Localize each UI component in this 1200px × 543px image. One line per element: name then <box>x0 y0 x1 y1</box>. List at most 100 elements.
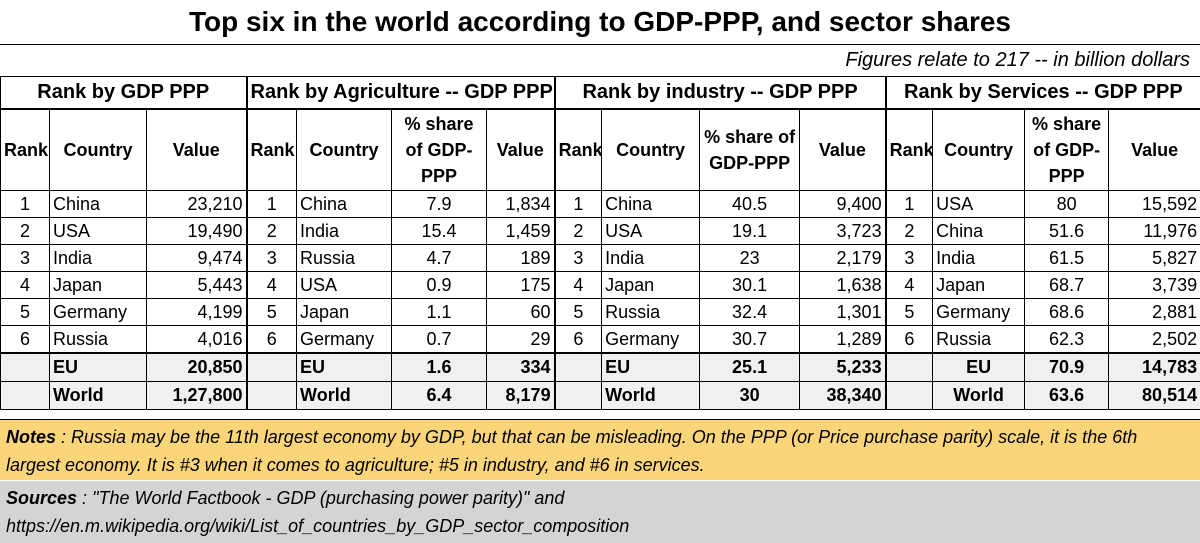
total-row: World 1,27,800 World 6.4 8,179 World 30 38,340 W… <box>0 381 1200 410</box>
gdp-country-cell: Russia <box>49 325 147 354</box>
section-industry: Rank by industry -- GDP PPP <box>553 76 887 110</box>
serv-rank-cell: 1 <box>884 190 934 218</box>
ind-rank-cell <box>553 381 603 410</box>
ind-rank-cell: 6 <box>553 325 603 354</box>
agri-rank-cell: 2 <box>245 217 298 245</box>
header-rank: Rank <box>884 108 934 191</box>
serv-rank-cell: 6 <box>884 325 934 354</box>
serv-share-cell: 61.5 <box>1024 244 1110 272</box>
sources-text: "The World Factbook - GDP (purchasing po… <box>92 488 565 508</box>
gdp-value-cell: 20,850 <box>145 352 248 382</box>
serv-value-cell: 11,976 <box>1108 217 1200 245</box>
ind-rank-cell: 1 <box>553 190 603 218</box>
serv-value-cell: 2,881 <box>1108 298 1200 326</box>
agri-rank-cell: 5 <box>245 298 298 326</box>
serv-share-cell: 70.9 <box>1024 352 1110 382</box>
column-header-row: Rank Country Value Rank Country % share … <box>0 108 1200 191</box>
ind-country-cell: China <box>601 190 701 218</box>
ind-country-cell: Japan <box>601 271 701 299</box>
header-rank: Rank <box>0 108 50 191</box>
section-header-row: Rank by GDP PPP Rank by Agriculture -- G… <box>0 76 1200 110</box>
table-row: 1 China 23,210 1 China 7.9 1,834 1 China 40.5 9,40… <box>0 190 1200 218</box>
table-row: 4 Japan 5,443 4 USA 0.9 175 4 Japan 30.1 1,638 4 Jap… <box>0 271 1200 299</box>
agri-share-cell: 0.7 <box>391 325 488 354</box>
ind-rank-cell: 5 <box>553 298 603 326</box>
ind-country-cell: World <box>601 381 701 410</box>
serv-country-cell: Russia <box>932 325 1026 354</box>
agri-rank-cell: 1 <box>245 190 298 218</box>
agri-country-cell: USA <box>296 271 393 299</box>
ind-country-cell: Russia <box>601 298 701 326</box>
serv-value-cell: 5,827 <box>1108 244 1200 272</box>
sources-url[interactable]: https://en.m.wikipedia.org/wiki/List_of_… <box>6 516 630 536</box>
sources-colon: : <box>77 488 93 508</box>
ind-value-cell: 9,400 <box>799 190 887 218</box>
serv-share-cell: 51.6 <box>1024 217 1110 245</box>
header-country: Country <box>601 108 701 191</box>
ind-share-cell: 30 <box>699 381 801 410</box>
serv-country-cell: USA <box>932 190 1026 218</box>
ind-share-cell: 32.4 <box>699 298 801 326</box>
ind-rank-cell <box>553 352 603 382</box>
agri-share-cell: 0.9 <box>391 271 488 299</box>
agri-share-cell: 6.4 <box>391 381 488 410</box>
ind-share-cell: 30.7 <box>699 325 801 354</box>
agri-country-cell: Russia <box>296 244 393 272</box>
sources-box: Sources : "The World Factbook - GDP (pur… <box>0 481 1200 543</box>
table-row: 2 USA 19,490 2 India 15.4 1,459 2 USA 19.1 3,723 2 C… <box>0 217 1200 245</box>
gdp-rank-cell: 5 <box>0 298 50 326</box>
serv-value-cell: 2,502 <box>1108 325 1200 354</box>
agri-share-cell: 1.6 <box>391 352 488 382</box>
table-row: 3 India 9,474 3 Russia 4.7 189 3 India 23 2,179 3 In… <box>0 244 1200 272</box>
gdp-table: Rank by GDP PPP Rank by Agriculture -- G… <box>0 76 1200 410</box>
gdp-country-cell: China <box>49 190 147 218</box>
header-value: Value <box>486 108 556 191</box>
header-share: % share of GDP-PPP <box>391 108 488 191</box>
header-value: Value <box>145 108 248 191</box>
notes-label: Notes <box>6 427 57 447</box>
gdp-value-cell: 5,443 <box>145 271 248 299</box>
serv-rank-cell: 2 <box>884 217 934 245</box>
table-row: 5 Germany 4,199 5 Japan 1.1 60 5 Russia 32.4 1,301… <box>0 298 1200 326</box>
agri-share-cell: 15.4 <box>391 217 488 245</box>
agri-rank-cell <box>245 381 298 410</box>
total-row: EU 20,850 EU 1.6 334 EU 25.1 5,233 EU 70.9 14,783 <box>0 352 1200 382</box>
agri-value-cell: 189 <box>486 244 556 272</box>
gdp-country-cell: World <box>49 381 147 410</box>
serv-rank-cell: 5 <box>884 298 934 326</box>
gdp-rank-cell <box>0 381 50 410</box>
serv-value-cell: 3,739 <box>1108 271 1200 299</box>
ind-value-cell: 1,301 <box>799 298 887 326</box>
ind-country-cell: EU <box>601 352 701 382</box>
gdp-value-cell: 4,199 <box>145 298 248 326</box>
ind-share-cell: 40.5 <box>699 190 801 218</box>
gdp-rank-cell: 2 <box>0 217 50 245</box>
table-subtitle: Figures relate to 217 -- in billion doll… <box>845 49 1190 71</box>
table-row: 6 Russia 4,016 6 Germany 0.7 29 6 Germany 30.7 1,2… <box>0 325 1200 354</box>
ind-country-cell: USA <box>601 217 701 245</box>
agri-country-cell: Germany <box>296 325 393 354</box>
serv-country-cell: India <box>932 244 1026 272</box>
gdp-rank-cell: 6 <box>0 325 50 354</box>
ind-value-cell: 3,723 <box>799 217 887 245</box>
agri-country-cell: China <box>296 190 393 218</box>
serv-share-cell: 80 <box>1024 190 1110 218</box>
serv-value-cell: 80,514 <box>1108 381 1200 410</box>
agri-value-cell: 1,459 <box>486 217 556 245</box>
agri-country-cell: Japan <box>296 298 393 326</box>
section-gdp: Rank by GDP PPP <box>0 76 248 110</box>
serv-country-cell: Germany <box>932 298 1026 326</box>
agri-share-cell: 1.1 <box>391 298 488 326</box>
serv-rank-cell <box>884 381 934 410</box>
header-country: Country <box>296 108 393 191</box>
serv-share-cell: 68.6 <box>1024 298 1110 326</box>
notes-box: Notes : Russia may be the 11th largest e… <box>0 419 1200 480</box>
serv-rank-cell: 4 <box>884 271 934 299</box>
gdp-country-cell: India <box>49 244 147 272</box>
ind-rank-cell: 2 <box>553 217 603 245</box>
ind-value-cell: 2,179 <box>799 244 887 272</box>
serv-value-cell: 14,783 <box>1108 352 1200 382</box>
serv-rank-cell: 3 <box>884 244 934 272</box>
agri-country-cell: EU <box>296 352 393 382</box>
gdp-value-cell: 9,474 <box>145 244 248 272</box>
